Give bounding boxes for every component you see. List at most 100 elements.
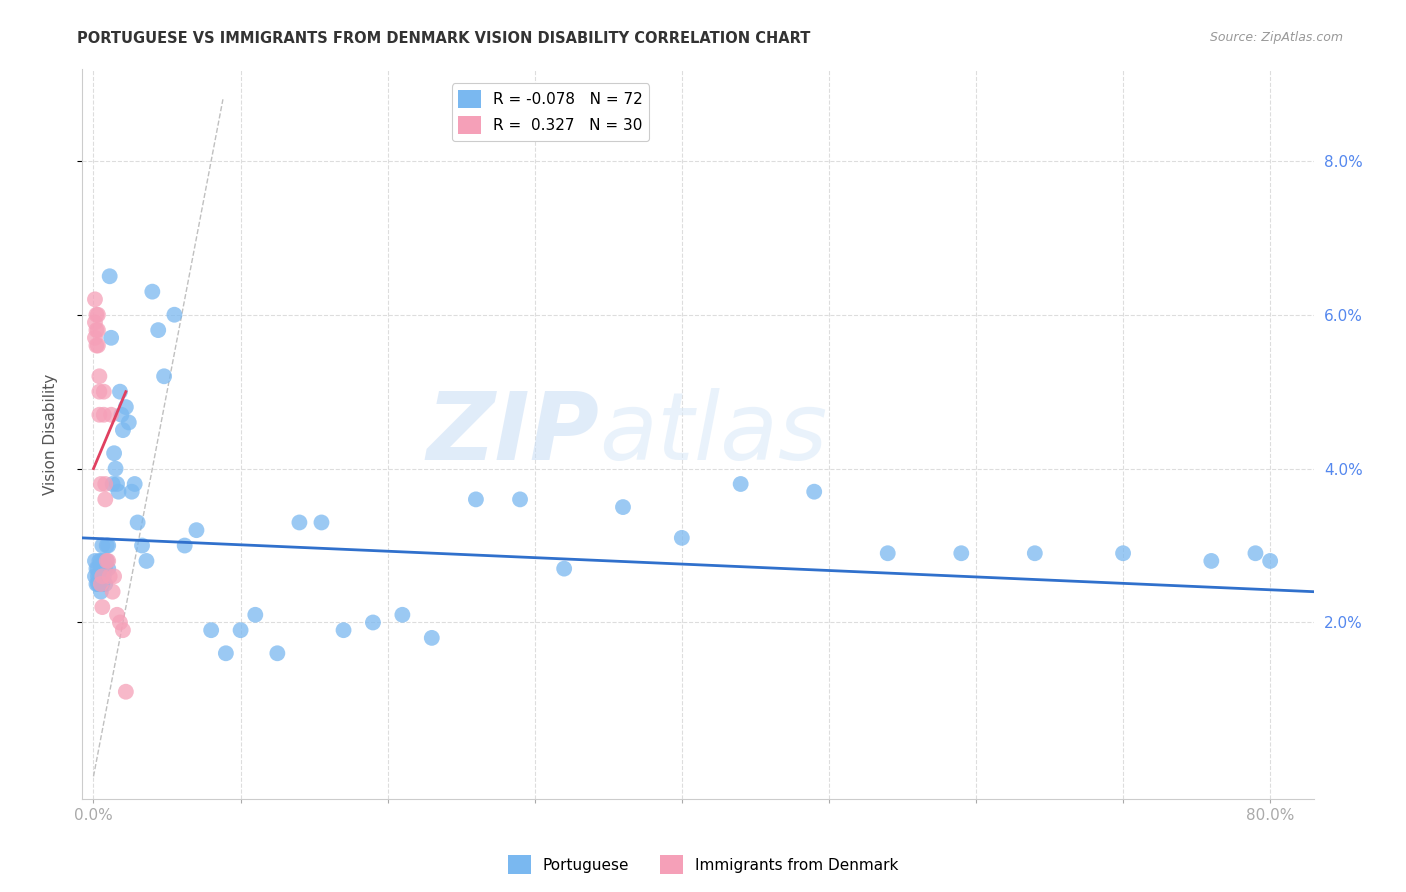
Point (96, 539, 118, 553)
Point (200, 623, 222, 637)
Point (89, 569, 111, 583)
Point (87, 569, 110, 583)
Point (90, 584, 112, 599)
Legend: R = -0.078   N = 72, R =  0.327   N = 30: R = -0.078 N = 72, R = 0.327 N = 30 (451, 84, 648, 141)
Point (94, 577, 117, 591)
Point (97, 539, 120, 553)
Point (93, 569, 115, 583)
Point (245, 607, 267, 622)
Point (87, 561, 110, 575)
Point (87, 338, 110, 352)
Point (391, 607, 413, 622)
Point (131, 539, 153, 553)
Point (730, 477, 752, 491)
Point (91, 577, 114, 591)
Point (141, 285, 163, 299)
Point (90, 477, 112, 491)
Point (311, 516, 333, 530)
Legend: Portuguese, Immigrants from Denmark: Portuguese, Immigrants from Denmark (502, 849, 904, 880)
Point (105, 607, 128, 622)
Point (464, 492, 486, 507)
Point (87, 323, 110, 337)
Point (86, 308, 108, 322)
Point (84, 315, 107, 329)
Point (98, 269, 121, 284)
Point (1024, 546, 1046, 560)
Point (100, 408, 122, 422)
Point (93, 554, 115, 568)
Point (266, 646, 288, 660)
Point (153, 369, 176, 384)
Point (90, 577, 112, 591)
Point (127, 516, 149, 530)
Point (420, 631, 443, 645)
Y-axis label: Vision Disability: Vision Disability (44, 374, 58, 494)
Point (87, 577, 110, 591)
Point (1258, 554, 1281, 568)
Point (94, 477, 117, 491)
Point (110, 408, 132, 422)
Point (509, 492, 531, 507)
Point (87, 308, 110, 322)
Point (90, 554, 112, 568)
Point (288, 516, 311, 530)
Point (108, 615, 131, 630)
Point (93, 384, 115, 399)
Point (89, 369, 111, 384)
Point (1201, 554, 1223, 568)
Point (91, 600, 114, 615)
Point (89, 577, 111, 591)
Point (96, 554, 118, 568)
Point (84, 554, 107, 568)
Point (91, 569, 114, 583)
Point (950, 546, 973, 560)
Point (1244, 546, 1267, 560)
Text: ZIP: ZIP (426, 388, 599, 480)
Point (86, 338, 108, 352)
Point (98, 569, 121, 583)
Point (105, 477, 128, 491)
Point (111, 623, 134, 637)
Point (332, 623, 354, 637)
Point (91, 561, 114, 575)
Point (553, 561, 575, 575)
Point (229, 623, 252, 637)
Text: atlas: atlas (599, 389, 828, 480)
Point (135, 554, 157, 568)
Text: PORTUGUESE VS IMMIGRANTS FROM DENMARK VISION DISABILITY CORRELATION CHART: PORTUGUESE VS IMMIGRANTS FROM DENMARK VI… (77, 31, 811, 46)
Point (100, 331, 122, 345)
Point (111, 423, 134, 437)
Point (101, 477, 124, 491)
Point (101, 584, 124, 599)
Point (86, 577, 108, 591)
Point (186, 523, 208, 537)
Point (89, 384, 111, 399)
Point (876, 546, 898, 560)
Point (103, 446, 125, 460)
Point (121, 484, 143, 499)
Point (361, 615, 384, 630)
Point (84, 293, 107, 307)
Point (148, 323, 170, 337)
Point (91, 539, 114, 553)
Point (93, 408, 115, 422)
Point (84, 569, 107, 583)
Point (103, 569, 125, 583)
Point (104, 461, 127, 475)
Point (94, 561, 117, 575)
Point (86, 561, 108, 575)
Point (107, 484, 129, 499)
Point (163, 308, 186, 322)
Point (115, 684, 138, 698)
Point (97, 554, 120, 568)
Point (803, 484, 825, 499)
Point (90, 569, 112, 583)
Point (96, 554, 118, 568)
Point (118, 416, 141, 430)
Point (89, 554, 111, 568)
Point (86, 323, 108, 337)
Point (89, 408, 111, 422)
Point (115, 400, 138, 414)
Point (124, 477, 146, 491)
Point (108, 384, 131, 399)
